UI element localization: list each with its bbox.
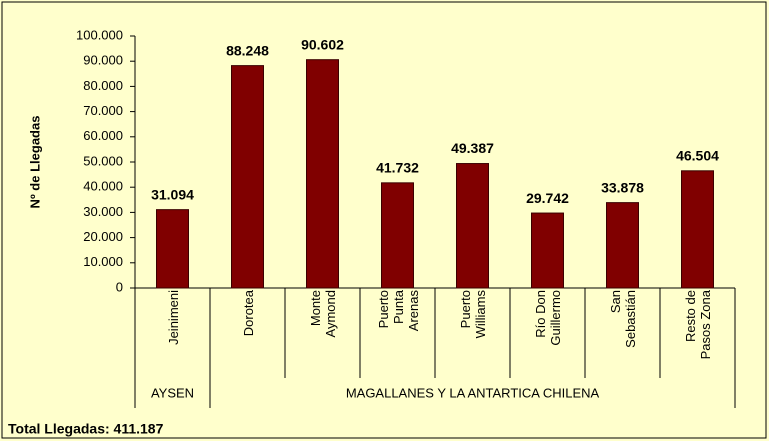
x-tick-text: Monte Aymond: [307, 290, 338, 338]
x-tick-label: Jeinimeni: [137, 290, 209, 376]
x-tick-text: Puerto Williams: [457, 290, 488, 339]
x-tick-label: Puerto Williams: [437, 290, 509, 376]
y-tick-label: 90.000: [83, 53, 123, 68]
y-tick-label: 70.000: [83, 103, 123, 118]
bar: [381, 182, 414, 289]
value-label: 29.742: [526, 190, 569, 206]
bar: [156, 209, 189, 289]
bar: [531, 212, 564, 289]
bar: [456, 163, 489, 289]
x-tick-label: Río Don Guillermo: [512, 290, 584, 376]
y-tick-label: 80.000: [83, 78, 123, 93]
x-tick-text: Jeinimeni: [165, 290, 180, 345]
value-label: 90.602: [301, 36, 344, 52]
y-tick-label: 30.000: [83, 204, 123, 219]
x-tick-label: Monte Aymond: [287, 290, 359, 376]
value-label: 33.878: [601, 179, 644, 195]
value-label: 46.504: [676, 148, 719, 164]
x-tick-text: Dorotea: [240, 290, 255, 337]
group-label: MAGALLANES Y LA ANTARTICA CHILENA: [346, 385, 600, 400]
y-tick-label: 60.000: [83, 128, 123, 143]
x-tick-text: Resto de Pasos Zona: [682, 290, 713, 360]
y-tick-label: 0: [116, 279, 123, 294]
bar: [231, 65, 264, 289]
y-tick-label: 50.000: [83, 153, 123, 168]
bar: [681, 170, 714, 289]
x-tick-text: San Sebastián: [607, 290, 638, 348]
y-tick-label: 20.000: [83, 229, 123, 244]
y-tick-label: 40.000: [83, 179, 123, 194]
y-tick-label: 10.000: [83, 254, 123, 269]
x-tick-label: Puerto Punta Arenas: [362, 290, 434, 376]
value-label: 49.387: [451, 140, 494, 156]
y-axis-label: Nº de Llegadas: [27, 116, 42, 209]
x-tick-text: Puerto Punta Arenas: [375, 290, 420, 332]
value-label: 41.732: [376, 160, 419, 176]
bar: [606, 202, 639, 289]
total-annotation: Total Llegadas: 411.187: [8, 421, 164, 437]
bar: [306, 59, 339, 289]
y-tick-label: 100.000: [76, 27, 123, 42]
value-label: 88.248: [226, 42, 269, 58]
group-label: AYSEN: [151, 385, 194, 400]
x-tick-label: Resto de Pasos Zona: [662, 290, 734, 376]
x-tick-label: San Sebastián: [587, 290, 659, 376]
x-tick-text: Río Don Guillermo: [532, 290, 563, 346]
x-tick-label: Dorotea: [212, 290, 284, 376]
value-label: 31.094: [151, 186, 194, 202]
